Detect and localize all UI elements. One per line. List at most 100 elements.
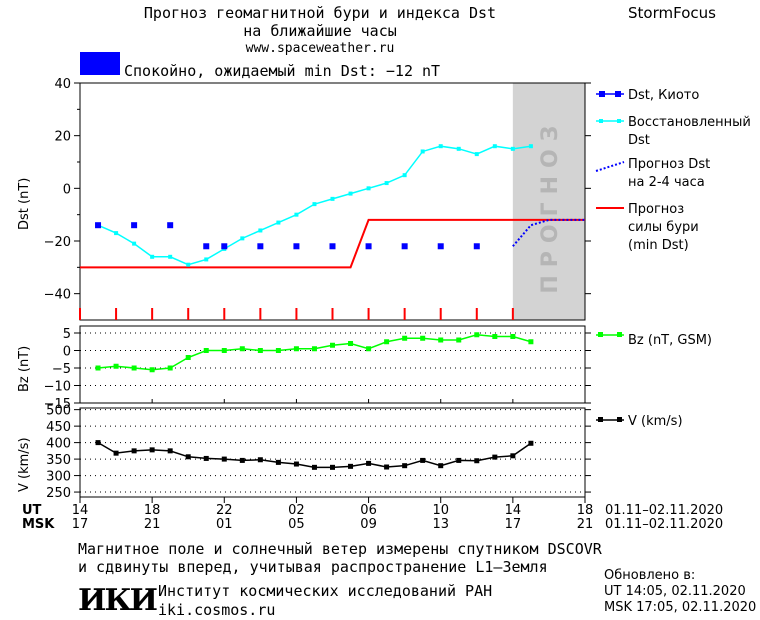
v-tick-label: 500 [46, 404, 71, 419]
msk-tick-label: 01 [216, 517, 233, 532]
bz-point [348, 341, 354, 346]
dst-tick-label: 0 [63, 182, 71, 197]
footer-note: Магнитное поле и солнечный ветер измерен… [78, 540, 602, 576]
restored-dst-point [330, 196, 335, 201]
v-point [528, 440, 534, 446]
bz-point [420, 335, 426, 341]
status-text: Спокойно, ожидаемый min Dst: −12 nT [124, 62, 441, 80]
site-url[interactable]: www.spaceweather.ru [245, 41, 395, 56]
msk-tick-label: 21 [144, 517, 161, 532]
bz-point [275, 348, 281, 353]
v-point [131, 448, 137, 454]
v-tick-label: 250 [46, 486, 71, 501]
bz-point [239, 346, 245, 352]
updated-label: Обновлено в: [604, 568, 696, 583]
restored-dst-point [438, 144, 443, 149]
v-point [185, 454, 191, 460]
dst-tick-label: −40 [44, 288, 71, 303]
dst-tick-label: 20 [54, 130, 71, 145]
ut-tick-label: 02 [288, 503, 305, 518]
v-point [95, 440, 101, 446]
legend-forecast-line [595, 161, 625, 172]
legend-kyoto-marker [599, 91, 605, 97]
v-point [510, 453, 516, 459]
legend-restored-text: Восстановленный [628, 115, 751, 130]
msk-tick-label: 21 [577, 517, 594, 532]
legend-storm-text: Прогноз [628, 202, 684, 217]
legend-restored-marker [617, 119, 621, 123]
legend-v-marker [617, 417, 622, 422]
bz-point [384, 339, 390, 345]
brand-label: StormFocus [628, 4, 716, 22]
restored-dst-point [366, 186, 371, 191]
bz-tick-label: −10 [44, 380, 71, 395]
restored-dst-point [168, 254, 173, 259]
v-point [203, 455, 209, 461]
v-tick-label: 450 [46, 420, 71, 435]
restored-dst-point [510, 146, 515, 151]
v-line [97, 441, 532, 469]
restored-dst-point [312, 202, 317, 207]
v-point [402, 463, 408, 469]
v-point [384, 464, 390, 470]
institute-site[interactable]: iki.cosmos.ru [158, 601, 276, 619]
legend-kyoto-marker [615, 91, 621, 97]
v-point [275, 459, 281, 465]
v-point [113, 450, 119, 456]
kyoto-dst-point [221, 243, 228, 250]
v-point [474, 458, 480, 464]
kyoto-dst-point [365, 243, 372, 250]
title-line-1: Прогноз геомагнитной бури и индекса Dst [143, 4, 497, 22]
v-point [330, 464, 335, 470]
restored-dst-point [294, 212, 299, 217]
forecast-shade [512, 83, 585, 320]
kyoto-dst-point [329, 243, 336, 250]
updated-block: Обновлено в: UT 14:05, 02.11.2020 MSK 17… [604, 568, 756, 616]
bz-line [97, 333, 532, 371]
ut-tick-label: 06 [360, 503, 377, 518]
kyoto-dst-point [257, 243, 264, 250]
v-point [239, 457, 245, 463]
bz-point [492, 334, 498, 339]
restored-dst-point [528, 144, 533, 149]
updated-ut: UT 14:05, 02.11.2020 [604, 584, 746, 599]
kyoto-dst-point [473, 243, 480, 250]
legend-storm-text: (min Dst) [628, 238, 689, 253]
v-point [293, 461, 299, 467]
v-point [149, 447, 155, 453]
dst-panel: ПРОГНОЗ 40 20 0 −20 −40 [44, 77, 591, 321]
dst-tick-label: 40 [54, 77, 71, 92]
kyoto-dst-point [437, 243, 444, 250]
footer-note-line-1: Магнитное поле и солнечный ветер измерен… [78, 540, 602, 558]
legend-v-marker [598, 417, 603, 422]
ut-tick-label: 14 [72, 503, 89, 518]
bz-point [95, 365, 101, 371]
v-tick-label: 350 [46, 453, 71, 468]
v-point [257, 457, 263, 463]
ut-label: UT [22, 503, 42, 518]
storm-forecast-line [80, 218, 585, 269]
bz-point [311, 346, 317, 352]
restored-dst-point [150, 254, 155, 259]
chart-title: Прогноз геомагнитной бури и индекса Dst … [110, 4, 530, 58]
msk-tick-label: 09 [360, 517, 377, 532]
dst-frame [79, 82, 586, 321]
bz-point [438, 337, 444, 343]
msk-tick-label: 17 [505, 517, 522, 532]
bz-point [510, 334, 516, 339]
legend-v-text: V (km/s) [628, 414, 683, 429]
restored-dst-point [348, 191, 353, 196]
bz-tick-label: 0 [63, 345, 71, 360]
bz-point [528, 339, 534, 345]
bz-tick-label: −15 [44, 397, 71, 412]
bz-point [293, 346, 299, 352]
restored-dst-point [186, 262, 191, 267]
bz-point [185, 355, 191, 360]
bz-point [402, 335, 408, 341]
bz-point [149, 367, 155, 373]
legend-bz-marker [598, 332, 603, 337]
ut-tick-label: 10 [432, 503, 449, 518]
legend-forecast-text: на 2-4 часа [628, 175, 705, 190]
dst-axis-label: Dst (nT) [17, 177, 32, 230]
